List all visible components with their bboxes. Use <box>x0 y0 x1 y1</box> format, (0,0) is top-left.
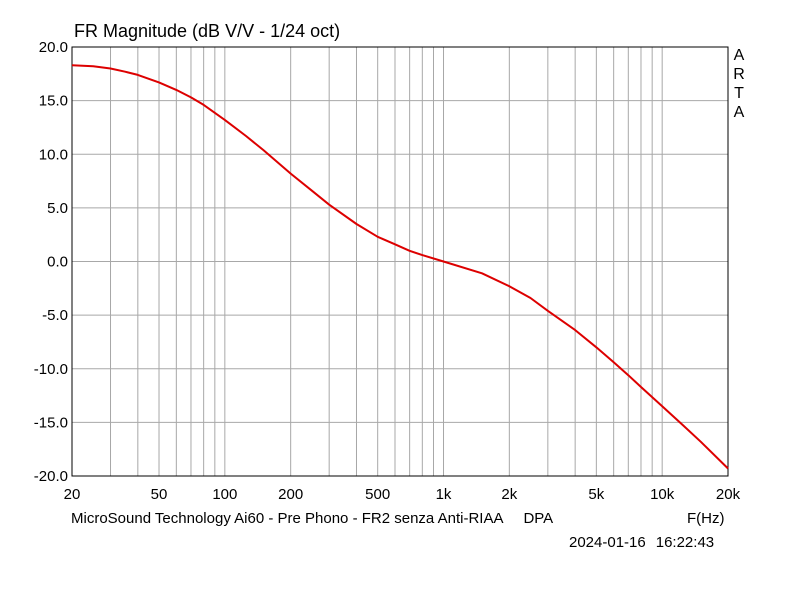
timestamp-date: 2024-01-16 <box>569 534 646 551</box>
y-tick-label: -15.0 <box>34 414 68 431</box>
x-tick-label: 2k <box>501 486 517 503</box>
arta-letter: R <box>733 66 745 83</box>
arta-letter: T <box>734 85 744 102</box>
y-tick-label: 20.0 <box>39 39 68 56</box>
y-tick-label: -5.0 <box>42 307 68 324</box>
x-tick-label: 10k <box>650 486 675 503</box>
timestamp-time: 16:22:43 <box>655 534 715 551</box>
arta-letter: A <box>733 104 745 121</box>
x-tick-label: 5k <box>588 486 604 503</box>
x-tick-label: 200 <box>278 486 303 503</box>
measurement-caption: MicroSound Technology Ai60 - Pre Phono -… <box>71 510 554 527</box>
frequency-response-curve <box>71 64 729 470</box>
x-tick-label: 50 <box>151 486 168 503</box>
x-tick-label: 20 <box>64 486 81 503</box>
x-tick-label: 1k <box>436 486 452 503</box>
timestamp: 2024-01-16 16:22:43 <box>569 534 714 551</box>
arta-watermark: A R T A <box>732 46 746 122</box>
x-tick-label: 500 <box>365 486 390 503</box>
chart-title: FR Magnitude (dB V/V - 1/24 oct) <box>74 21 341 41</box>
y-tick-label: -20.0 <box>34 468 68 485</box>
x-tick-label: 100 <box>212 486 237 503</box>
x-tick-label: 20k <box>716 486 741 503</box>
y-tick-label: 15.0 <box>39 93 68 110</box>
y-tick-label: 5.0 <box>47 200 68 217</box>
arta-letter: A <box>733 47 745 64</box>
plot-frame <box>71 46 729 477</box>
y-tick-label: -10.0 <box>34 361 68 378</box>
y-tick-label: 0.0 <box>47 254 68 271</box>
y-tick-label: 10.0 <box>39 146 68 163</box>
x-axis-label: F(Hz) <box>687 510 725 527</box>
